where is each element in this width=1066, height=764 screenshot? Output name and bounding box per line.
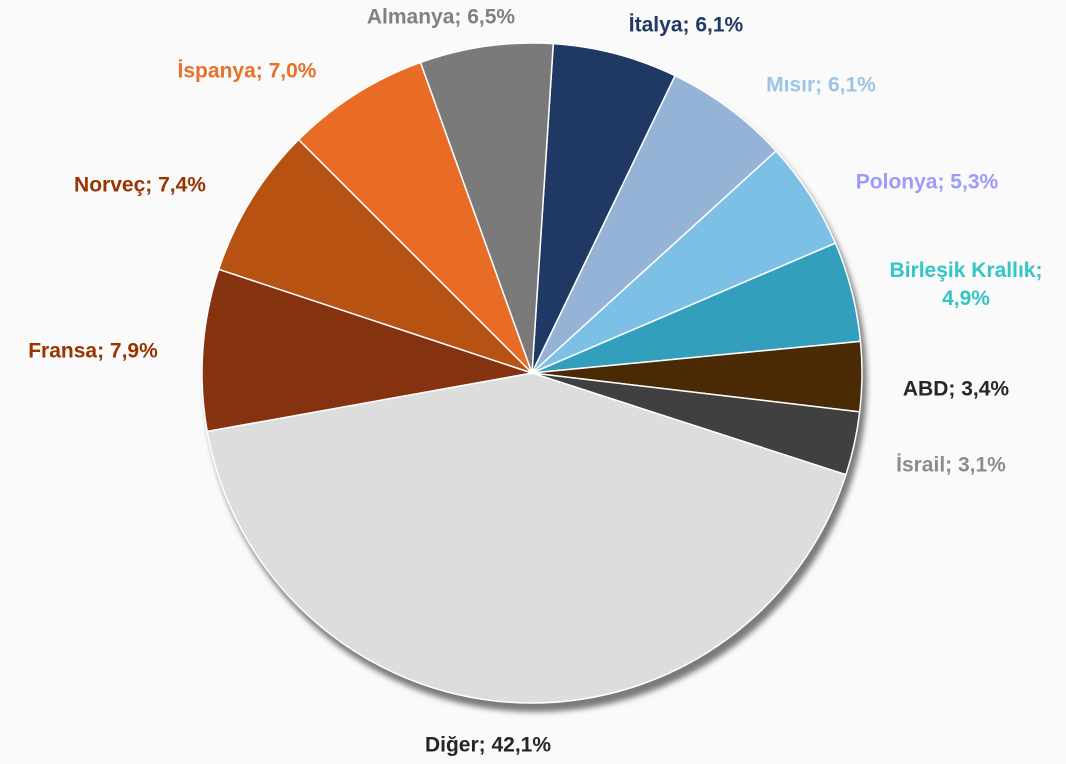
- data-label: Norveç; 7,4%: [74, 174, 206, 197]
- data-label: Birleşik Krallık; 4,9%: [890, 259, 1043, 310]
- data-label: Diğer; 42,1%: [425, 734, 551, 757]
- data-label: İsrail; 3,1%: [896, 454, 1006, 477]
- pie-slice: [206, 372, 847, 704]
- pie-slice: [217, 138, 533, 374]
- data-label-line: Birleşik Krallık;: [890, 259, 1043, 282]
- data-label: ABD; 3,4%: [903, 378, 1010, 401]
- pie-slice: [297, 61, 533, 374]
- data-label: Almanya; 6,5%: [367, 6, 516, 29]
- data-label: İspanya; 7,0%: [178, 60, 317, 83]
- data-label: Mısır; 6,1%: [766, 74, 876, 97]
- data-label: Polonya; 5,3%: [856, 171, 999, 194]
- pie-slice: [531, 74, 778, 374]
- pie-slice: [201, 268, 533, 433]
- data-label: Fransa; 7,9%: [28, 340, 158, 363]
- pie-slice: [419, 42, 555, 374]
- data-label-line: 4,9%: [942, 287, 990, 310]
- data-label: İtalya; 6,1%: [629, 14, 744, 37]
- pie-slice: [531, 42, 677, 374]
